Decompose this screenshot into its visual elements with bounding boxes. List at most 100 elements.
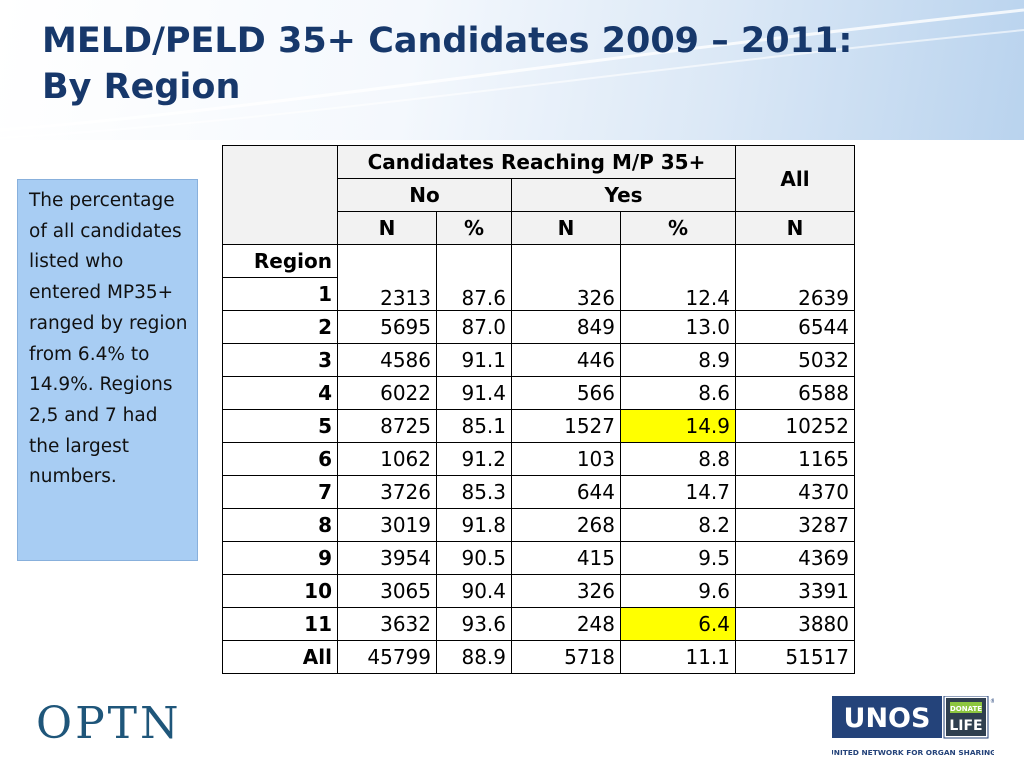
cell-yes-n: 268 bbox=[511, 508, 621, 542]
cell-yes-pct: 9.6 bbox=[620, 574, 736, 608]
cell-all-n: 51517 bbox=[735, 640, 855, 674]
cell-yes-pct: 6.4 bbox=[620, 607, 736, 641]
unos-tagline: UNITED NETWORK FOR ORGAN SHARING bbox=[832, 748, 994, 757]
cell-yes-n: 644 bbox=[511, 475, 621, 509]
cell-no-n: 1062 bbox=[337, 442, 437, 476]
unos-donate-life-logo: UNOS DONATE LIFE ® UNITED NETWORK FOR OR… bbox=[828, 695, 996, 764]
cell-region: 10 bbox=[222, 574, 338, 608]
region-label-cell: Region bbox=[222, 244, 338, 278]
cell-region: 6 bbox=[222, 442, 338, 476]
cell-no-pct: 91.8 bbox=[436, 508, 512, 542]
cell-region: 5 bbox=[222, 409, 338, 443]
cell-region: 9 bbox=[222, 541, 338, 575]
cell-yes-pct: 8.9 bbox=[620, 343, 736, 377]
cell-yes-pct: 12.4 bbox=[620, 244, 736, 311]
cell-all-n: 5032 bbox=[735, 343, 855, 377]
cell-yes-n: 849 bbox=[511, 310, 621, 344]
table-row: 5 8725 85.1 1527 14.9 10252 bbox=[222, 409, 855, 443]
cell-region: 3 bbox=[222, 343, 338, 377]
cell-no-n: 3019 bbox=[337, 508, 437, 542]
unos-wordmark: UNOS bbox=[844, 703, 931, 734]
cell-yes-pct: 14.7 bbox=[620, 475, 736, 509]
cell-all-n: 4370 bbox=[735, 475, 855, 509]
note-box: The percentage of all candidates listed … bbox=[17, 179, 198, 561]
cell-all-n: 4369 bbox=[735, 541, 855, 575]
cell-no-n: 3726 bbox=[337, 475, 437, 509]
table-row: 6 1062 91.2 103 8.8 1165 bbox=[222, 442, 855, 476]
optn-logo: OPTN bbox=[36, 698, 182, 749]
table-row: 3 4586 91.1 446 8.9 5032 bbox=[222, 343, 855, 377]
cell-no-n: 5695 bbox=[337, 310, 437, 344]
corner-header-cell bbox=[222, 145, 338, 245]
unos-logo-graphic: UNOS DONATE LIFE ® UNITED NETWORK FOR OR… bbox=[828, 695, 996, 757]
cell-yes-n: 248 bbox=[511, 607, 621, 641]
cell-no-n: 45799 bbox=[337, 640, 437, 674]
cell-yes-n: 326 bbox=[511, 244, 621, 311]
registered-mark: ® bbox=[990, 698, 994, 705]
cell-all-n: 3391 bbox=[735, 574, 855, 608]
cell-no-pct: 93.6 bbox=[436, 607, 512, 641]
table-row: 7 3726 85.3 644 14.7 4370 bbox=[222, 475, 855, 509]
table-row: 2 5695 87.0 849 13.0 6544 bbox=[222, 310, 855, 344]
header-no-pct: % bbox=[436, 211, 512, 245]
slide-title-line-1: MELD/PELD 35+ Candidates 2009 – 2011: bbox=[42, 21, 853, 61]
table-row: 11 3632 93.6 248 6.4 3880 bbox=[222, 607, 855, 641]
cell-yes-pct: 14.9 bbox=[620, 409, 736, 443]
header-all: All bbox=[735, 145, 855, 212]
cell-region: All bbox=[222, 640, 338, 674]
table-row: 9 3954 90.5 415 9.5 4369 bbox=[222, 541, 855, 575]
life-wordmark: LIFE bbox=[949, 718, 982, 734]
cell-no-pct: 88.9 bbox=[436, 640, 512, 674]
cell-no-pct: 87.0 bbox=[436, 310, 512, 344]
header-yes-n: N bbox=[511, 211, 621, 245]
cell-no-pct: 91.2 bbox=[436, 442, 512, 476]
table-row: 4 6022 91.4 566 8.6 6588 bbox=[222, 376, 855, 410]
header-no-n: N bbox=[337, 211, 437, 245]
cell-no-n: 3954 bbox=[337, 541, 437, 575]
cell-region: 7 bbox=[222, 475, 338, 509]
table-row: 10 3065 90.4 326 9.6 3391 bbox=[222, 574, 855, 608]
table-row: 8 3019 91.8 268 8.2 3287 bbox=[222, 508, 855, 542]
cell-all-n: 3880 bbox=[735, 607, 855, 641]
cell-yes-n: 415 bbox=[511, 541, 621, 575]
header-yes: Yes bbox=[511, 178, 736, 212]
cell-region: 11 bbox=[222, 607, 338, 641]
cell-all-n: 6544 bbox=[735, 310, 855, 344]
cell-yes-pct: 13.0 bbox=[620, 310, 736, 344]
cell-yes-n: 446 bbox=[511, 343, 621, 377]
slide-title-line-2: By Region bbox=[42, 67, 241, 107]
header-all-n: N bbox=[735, 211, 855, 245]
cell-yes-pct: 8.2 bbox=[620, 508, 736, 542]
table-row: All 45799 88.9 5718 11.1 51517 bbox=[222, 640, 855, 674]
cell-all-n: 1165 bbox=[735, 442, 855, 476]
cell-region: 4 bbox=[222, 376, 338, 410]
cell-no-pct: 91.1 bbox=[436, 343, 512, 377]
cell-no-n: 8725 bbox=[337, 409, 437, 443]
header-background bbox=[0, 0, 1024, 140]
cell-all-n: 3287 bbox=[735, 508, 855, 542]
region-label-row: Region 2313 87.6 326 12.4 2639 bbox=[222, 244, 855, 311]
cell-no-n: 3065 bbox=[337, 574, 437, 608]
cell-all-n: 10252 bbox=[735, 409, 855, 443]
header-candidates-reaching: Candidates Reaching M/P 35+ bbox=[337, 145, 736, 179]
cell-yes-n: 326 bbox=[511, 574, 621, 608]
cell-yes-pct: 9.5 bbox=[620, 541, 736, 575]
cell-no-n: 4586 bbox=[337, 343, 437, 377]
slide-title: MELD/PELD 35+ Candidates 2009 – 2011: By… bbox=[42, 18, 942, 110]
cell-no-pct: 91.4 bbox=[436, 376, 512, 410]
cell-region: 2 bbox=[222, 310, 338, 344]
cell-yes-n: 1527 bbox=[511, 409, 621, 443]
cell-no-n: 2313 bbox=[337, 244, 437, 311]
cell-no-pct: 87.6 bbox=[436, 244, 512, 311]
cell-yes-n: 103 bbox=[511, 442, 621, 476]
cell-no-pct: 90.4 bbox=[436, 574, 512, 608]
cell-no-n: 3632 bbox=[337, 607, 437, 641]
cell-all-n: 2639 bbox=[735, 244, 855, 311]
table-row: 1 bbox=[222, 277, 855, 311]
cell-region: 8 bbox=[222, 508, 338, 542]
cell-no-n: 6022 bbox=[337, 376, 437, 410]
cell-no-pct: 90.5 bbox=[436, 541, 512, 575]
cell-no-pct: 85.1 bbox=[436, 409, 512, 443]
header-swoosh bbox=[0, 8, 1024, 139]
cell-yes-pct: 11.1 bbox=[620, 640, 736, 674]
